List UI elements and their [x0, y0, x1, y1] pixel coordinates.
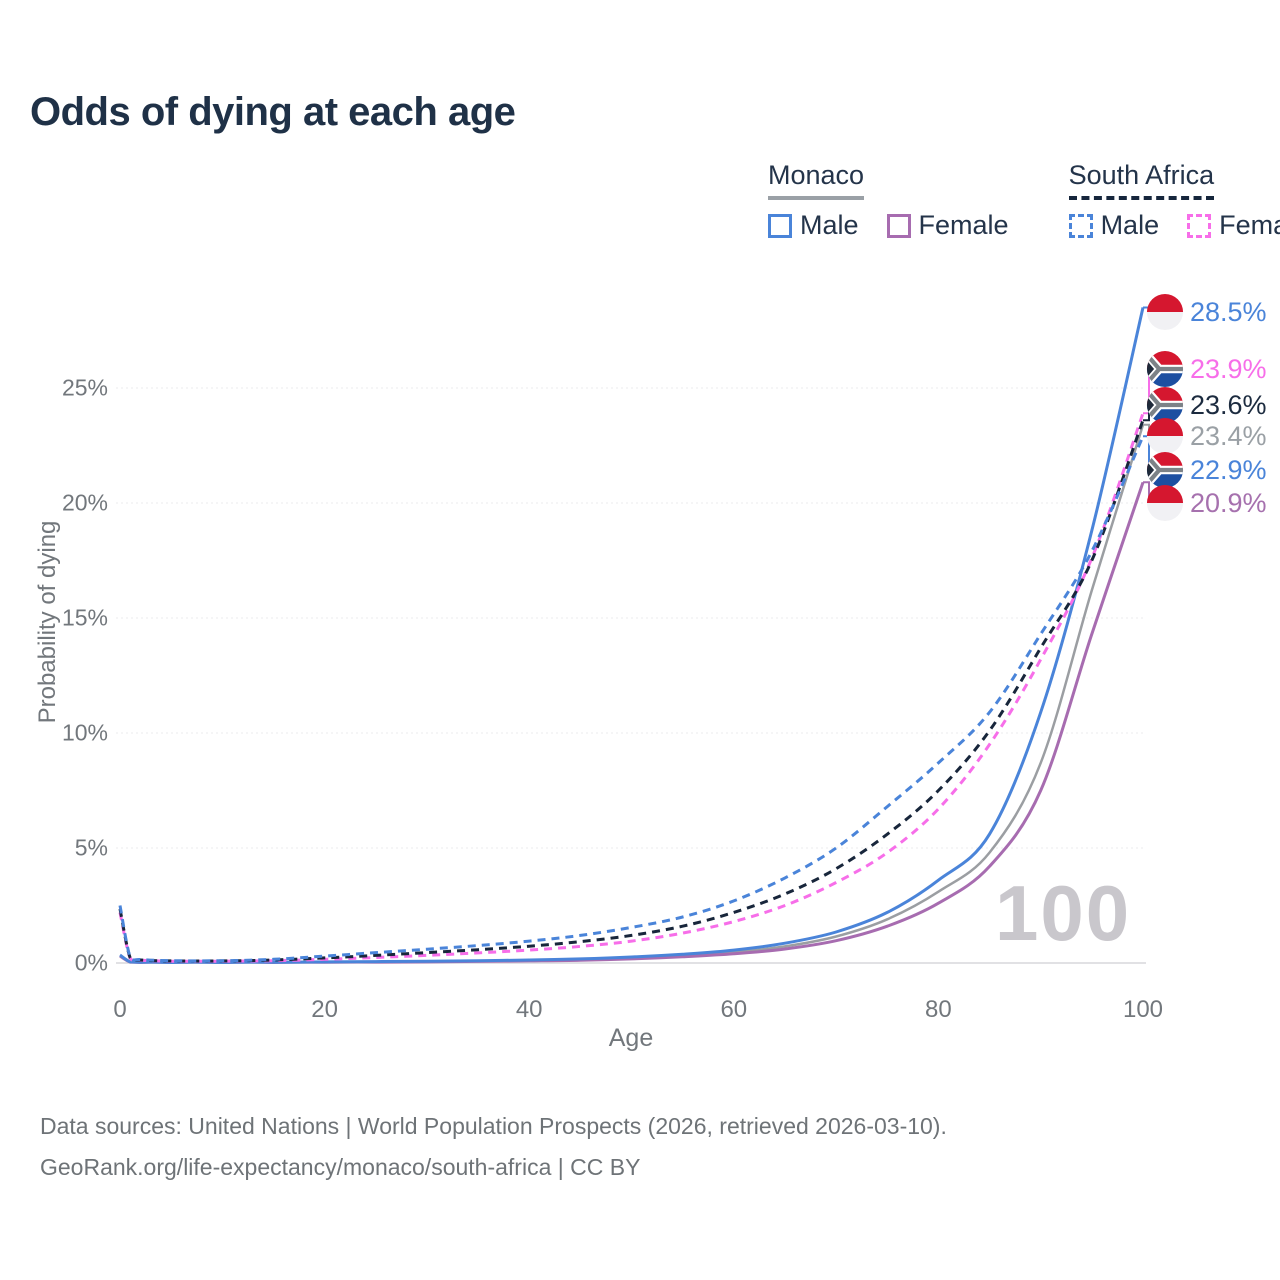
footer-link[interactable]: GeoRank.org/life-expectancy/monaco/south… [40, 1154, 641, 1181]
x-tick-20: 20 [311, 996, 338, 1023]
end-label-south-africa-both: 23.6% [1146, 386, 1267, 424]
y-tick-10%: 10% [61, 719, 108, 746]
end-label-value: 23.6% [1190, 389, 1267, 420]
legend-item-south-africa-female[interactable]: Female [1187, 210, 1280, 241]
legend-group-south-africa: South Africa Male Female [1068, 160, 1280, 241]
footer-attribution: Data sources: United Nations | World Pop… [40, 1106, 947, 1189]
series-line-monaco-female [119, 481, 1145, 965]
legend-group-title: South Africa [1068, 160, 1215, 200]
x-tick-0: 0 [113, 996, 127, 1023]
end-label-value: 20.9% [1190, 487, 1267, 518]
legend-item-monaco-female[interactable]: Female [886, 210, 1009, 241]
series-line-monaco-both [119, 424, 1145, 964]
x-axis-title: Age [608, 1024, 654, 1052]
end-label-value: 22.9% [1190, 454, 1267, 485]
end-label-monaco-both: 23.4% [1146, 417, 1267, 455]
x-tick-80: 80 [925, 996, 952, 1023]
end-label-south-africa-male: 22.9% [1146, 451, 1267, 489]
legend-group-monaco: Monaco Male Female [768, 160, 1009, 241]
legend-item-label: Male [1100, 210, 1160, 240]
y-tick-0%: 0% [74, 949, 108, 976]
series-line-south-africa-both [118, 419, 1145, 963]
y-tick-15%: 15% [61, 604, 108, 631]
y-tick-20%: 20% [61, 489, 108, 516]
legend-swatch [1068, 213, 1093, 238]
y-tick-5%: 5% [74, 834, 108, 861]
footer-data-sources: Data sources: United Nations | World Pop… [40, 1113, 947, 1139]
end-label-monaco-female: 20.9% [1146, 484, 1267, 522]
legend-swatch [1187, 213, 1212, 238]
monaco-flag-icon [1146, 293, 1184, 331]
monaco-flag-icon [1146, 484, 1184, 522]
series-line-monaco-male [119, 307, 1145, 965]
y-tick-25%: 25% [61, 374, 108, 401]
series-line-south-africa-female [118, 412, 1145, 963]
end-label-south-africa-female: 23.9% [1146, 350, 1267, 388]
legend-item-south-africa-male[interactable]: Male [1068, 210, 1160, 241]
end-label-value: 28.5% [1190, 296, 1267, 327]
legend-item-label: Male [800, 210, 859, 240]
legend-item-monaco-male[interactable]: Male [768, 210, 859, 241]
south-africa-flag-icon [1146, 350, 1184, 388]
y-axis-title: Probability of dying [34, 520, 61, 724]
south-africa-flag-icon [1146, 451, 1184, 489]
series-line-south-africa-male [118, 435, 1145, 963]
end-label-monaco-male: 28.5% [1146, 293, 1267, 331]
monaco-flag-icon [1146, 417, 1184, 455]
x-tick-40: 40 [515, 996, 543, 1023]
page-title: Odds of dying at each age [30, 90, 516, 134]
south-africa-flag-icon [1146, 386, 1184, 424]
legend-item-label: Female [918, 210, 1009, 240]
x-tick-60: 60 [720, 996, 748, 1023]
legend-group-title: Monaco [768, 160, 865, 200]
legend-item-label: Female [1219, 210, 1280, 240]
x-tick-100: 100 [1122, 996, 1164, 1023]
watermark-age-100: 100 [995, 869, 1132, 957]
end-label-value: 23.4% [1190, 420, 1267, 451]
end-label-value: 23.9% [1190, 353, 1267, 384]
legend-swatch [768, 213, 792, 238]
legend-swatch [886, 213, 911, 238]
